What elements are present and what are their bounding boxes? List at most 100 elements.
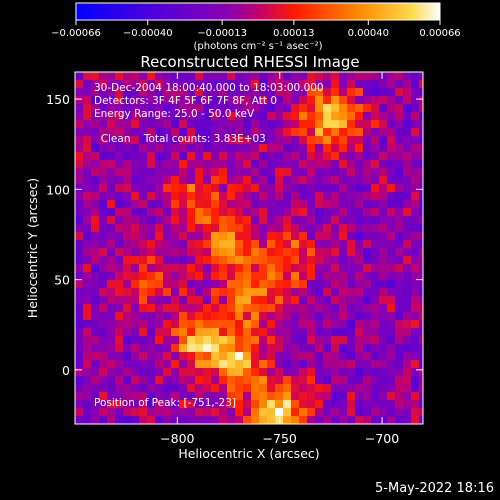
image-pixel <box>203 168 211 176</box>
image-pixel <box>171 264 179 272</box>
image-pixel <box>259 184 267 192</box>
image-pixel <box>75 416 83 424</box>
image-pixel <box>291 136 299 144</box>
image-pixel <box>179 208 187 216</box>
image-pixel <box>331 200 339 208</box>
image-pixel <box>411 264 419 272</box>
image-pixel <box>147 200 155 208</box>
image-pixel <box>275 336 283 344</box>
image-pixel <box>291 240 299 248</box>
image-pixel <box>155 392 163 400</box>
image-pixel <box>243 376 251 384</box>
image-pixel <box>283 72 291 80</box>
image-pixel <box>131 136 139 144</box>
image-pixel <box>419 280 423 288</box>
image-pixel <box>243 296 251 304</box>
image-pixel <box>363 312 371 320</box>
image-pixel <box>147 192 155 200</box>
image-pixel <box>267 216 275 224</box>
image-pixel <box>395 280 403 288</box>
image-pixel <box>203 368 211 376</box>
image-pixel <box>347 296 355 304</box>
image-pixel <box>203 408 211 416</box>
image-pixel <box>307 192 315 200</box>
image-pixel <box>275 176 283 184</box>
image-pixel <box>403 208 411 216</box>
image-pixel <box>211 288 219 296</box>
image-pixel <box>203 104 211 112</box>
image-pixel <box>75 344 83 352</box>
image-pixel <box>323 304 331 312</box>
image-pixel <box>203 232 211 240</box>
image-pixel <box>403 360 411 368</box>
image-pixel <box>291 168 299 176</box>
image-pixel <box>171 192 179 200</box>
image-pixel <box>107 128 115 136</box>
image-pixel <box>131 88 139 96</box>
image-pixel <box>163 80 171 88</box>
image-pixel <box>267 144 275 152</box>
image-pixel <box>91 392 99 400</box>
image-pixel <box>83 200 91 208</box>
image-pixel <box>315 256 323 264</box>
image-pixel <box>291 328 299 336</box>
image-pixel <box>195 168 203 176</box>
image-pixel <box>243 200 251 208</box>
image-pixel <box>83 240 91 248</box>
image-pixel <box>259 320 267 328</box>
image-pixel <box>211 248 219 256</box>
image-pixel <box>363 344 371 352</box>
image-pixel <box>107 208 115 216</box>
image-pixel <box>75 384 83 392</box>
image-pixel <box>187 240 195 248</box>
image-pixel <box>331 168 339 176</box>
image-pixel <box>243 304 251 312</box>
image-pixel <box>307 120 315 128</box>
image-pixel <box>259 216 267 224</box>
image-pixel <box>163 312 171 320</box>
image-pixel <box>371 104 379 112</box>
image-pixel <box>163 112 171 120</box>
image-pixel <box>411 112 419 120</box>
image-pixel <box>107 216 115 224</box>
image-pixel <box>267 328 275 336</box>
image-pixel <box>387 96 395 104</box>
image-pixel <box>283 88 291 96</box>
image-pixel <box>75 88 83 96</box>
image-pixel <box>203 224 211 232</box>
y-tick-label: 0 <box>62 363 70 378</box>
image-pixel <box>419 320 423 328</box>
image-pixel <box>179 256 187 264</box>
image-pixel <box>251 200 259 208</box>
image-pixel <box>115 184 123 192</box>
image-pixel <box>115 232 123 240</box>
image-pixel <box>355 392 363 400</box>
image-pixel <box>299 216 307 224</box>
image-pixel <box>259 232 267 240</box>
image-pixel <box>315 400 323 408</box>
image-pixel <box>299 376 307 384</box>
image-pixel <box>395 216 403 224</box>
image-pixel <box>99 360 107 368</box>
image-pixel <box>275 280 283 288</box>
image-pixel <box>115 192 123 200</box>
image-pixel <box>179 272 187 280</box>
image-pixel <box>331 384 339 392</box>
image-pixel <box>259 264 267 272</box>
image-pixel <box>419 184 423 192</box>
image-pixel <box>139 392 147 400</box>
image-pixel <box>259 160 267 168</box>
image-pixel <box>155 256 163 264</box>
image-pixel <box>83 328 91 336</box>
image-pixel <box>243 216 251 224</box>
image-pixel <box>83 256 91 264</box>
image-pixel <box>307 336 315 344</box>
image-pixel <box>331 136 339 144</box>
image-pixel <box>163 216 171 224</box>
image-pixel <box>403 72 411 80</box>
time-range: 30-Dec-2004 18:00:40.000 to 18:03:00.000 <box>94 82 324 94</box>
image-pixel <box>411 408 419 416</box>
image-pixel <box>419 352 423 360</box>
image-pixel <box>147 184 155 192</box>
image-pixel <box>283 416 291 424</box>
